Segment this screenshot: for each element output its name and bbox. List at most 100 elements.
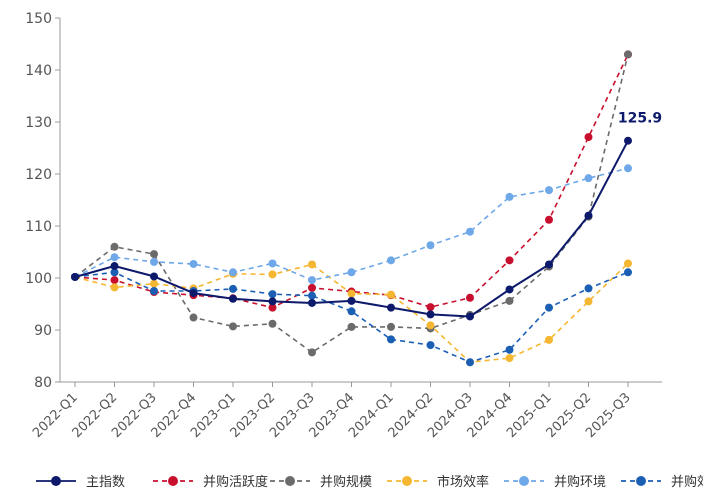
data-point xyxy=(387,290,395,299)
data-point xyxy=(387,322,395,331)
data-point xyxy=(545,303,553,312)
data-point xyxy=(150,279,158,288)
legend-label: 主指数 xyxy=(86,475,125,490)
data-label: 125.9 xyxy=(618,111,662,127)
data-point xyxy=(426,241,435,250)
legend-marker xyxy=(168,476,178,486)
data-point xyxy=(268,319,277,328)
legend-label: 市场效率 xyxy=(437,474,489,490)
data-point xyxy=(426,341,435,350)
data-point xyxy=(268,297,277,306)
data-point xyxy=(110,276,119,285)
data-point xyxy=(150,287,158,295)
data-point xyxy=(584,284,593,293)
data-point xyxy=(545,260,553,269)
y-tick-label: 120 xyxy=(25,167,52,183)
data-point xyxy=(584,133,593,142)
legend-marker xyxy=(636,476,646,486)
data-point xyxy=(110,253,119,262)
data-point xyxy=(584,174,593,183)
data-point xyxy=(466,312,474,321)
legend-label: 并购效果 xyxy=(671,474,703,490)
data-point xyxy=(387,303,395,312)
data-point xyxy=(229,268,237,277)
data-point xyxy=(624,164,632,173)
data-point xyxy=(189,313,198,322)
series-lines xyxy=(71,50,632,367)
y-tick-label: 80 xyxy=(34,375,52,391)
annotations: 125.9 xyxy=(618,111,662,127)
data-point xyxy=(150,272,158,281)
data-point xyxy=(150,257,158,266)
data-point xyxy=(110,242,119,251)
legend-marker xyxy=(519,476,529,486)
data-point xyxy=(426,321,435,330)
data-point xyxy=(466,227,474,236)
y-tick-label: 110 xyxy=(25,219,52,235)
data-point xyxy=(387,335,395,344)
legend-label: 并购环境 xyxy=(554,474,606,490)
data-point xyxy=(308,291,316,300)
data-point xyxy=(347,322,356,331)
data-point xyxy=(466,358,474,367)
data-point xyxy=(189,289,198,298)
data-point xyxy=(268,259,277,268)
data-point xyxy=(229,294,237,303)
legend-marker xyxy=(51,476,61,486)
series-line xyxy=(74,271,629,364)
data-point xyxy=(505,345,514,354)
data-point xyxy=(347,296,356,305)
data-point xyxy=(110,268,119,277)
data-point xyxy=(584,211,593,220)
data-point xyxy=(347,289,356,298)
data-point xyxy=(584,297,593,306)
data-point xyxy=(387,256,395,265)
data-point xyxy=(110,262,119,271)
data-point xyxy=(308,283,316,292)
legend: 主指数 并购活跃度 并购规模 市场效率 并购环境 并购效果 xyxy=(36,474,703,490)
data-point xyxy=(505,296,514,305)
data-point xyxy=(268,270,277,279)
data-point xyxy=(347,307,356,316)
y-tick-label: 130 xyxy=(25,115,52,131)
data-point xyxy=(308,298,316,307)
y-tick-label: 140 xyxy=(25,63,52,79)
data-point xyxy=(308,348,316,357)
y-tick-label: 150 xyxy=(25,11,52,27)
data-point xyxy=(150,250,158,259)
y-tick-label: 100 xyxy=(25,271,52,287)
data-point xyxy=(545,335,553,344)
data-point xyxy=(426,303,435,312)
data-point xyxy=(189,259,198,268)
data-point xyxy=(347,268,356,277)
data-point xyxy=(466,293,474,302)
data-point xyxy=(308,260,316,269)
data-point xyxy=(624,136,632,145)
data-point xyxy=(505,354,514,363)
data-point xyxy=(308,276,316,285)
data-point xyxy=(110,283,119,292)
data-point xyxy=(229,322,237,331)
data-point xyxy=(624,259,632,268)
data-point xyxy=(229,284,237,293)
data-point xyxy=(268,303,277,312)
legend-label: 并购规模 xyxy=(320,474,372,490)
data-point xyxy=(426,310,435,319)
data-point xyxy=(71,272,79,281)
data-point xyxy=(505,285,514,294)
data-point xyxy=(545,215,553,224)
axes: 80901001101201301401502022-Q12022-Q22022… xyxy=(25,11,662,441)
y-tick-label: 90 xyxy=(34,323,52,339)
data-point xyxy=(505,192,514,201)
data-point xyxy=(624,268,632,277)
data-point xyxy=(624,50,632,59)
legend-label: 并购活跃度 xyxy=(203,474,268,490)
series-line xyxy=(74,167,629,281)
data-point xyxy=(268,290,277,299)
series-line xyxy=(74,54,629,309)
data-point xyxy=(505,256,514,265)
data-point xyxy=(545,186,553,195)
legend-marker xyxy=(402,476,412,486)
